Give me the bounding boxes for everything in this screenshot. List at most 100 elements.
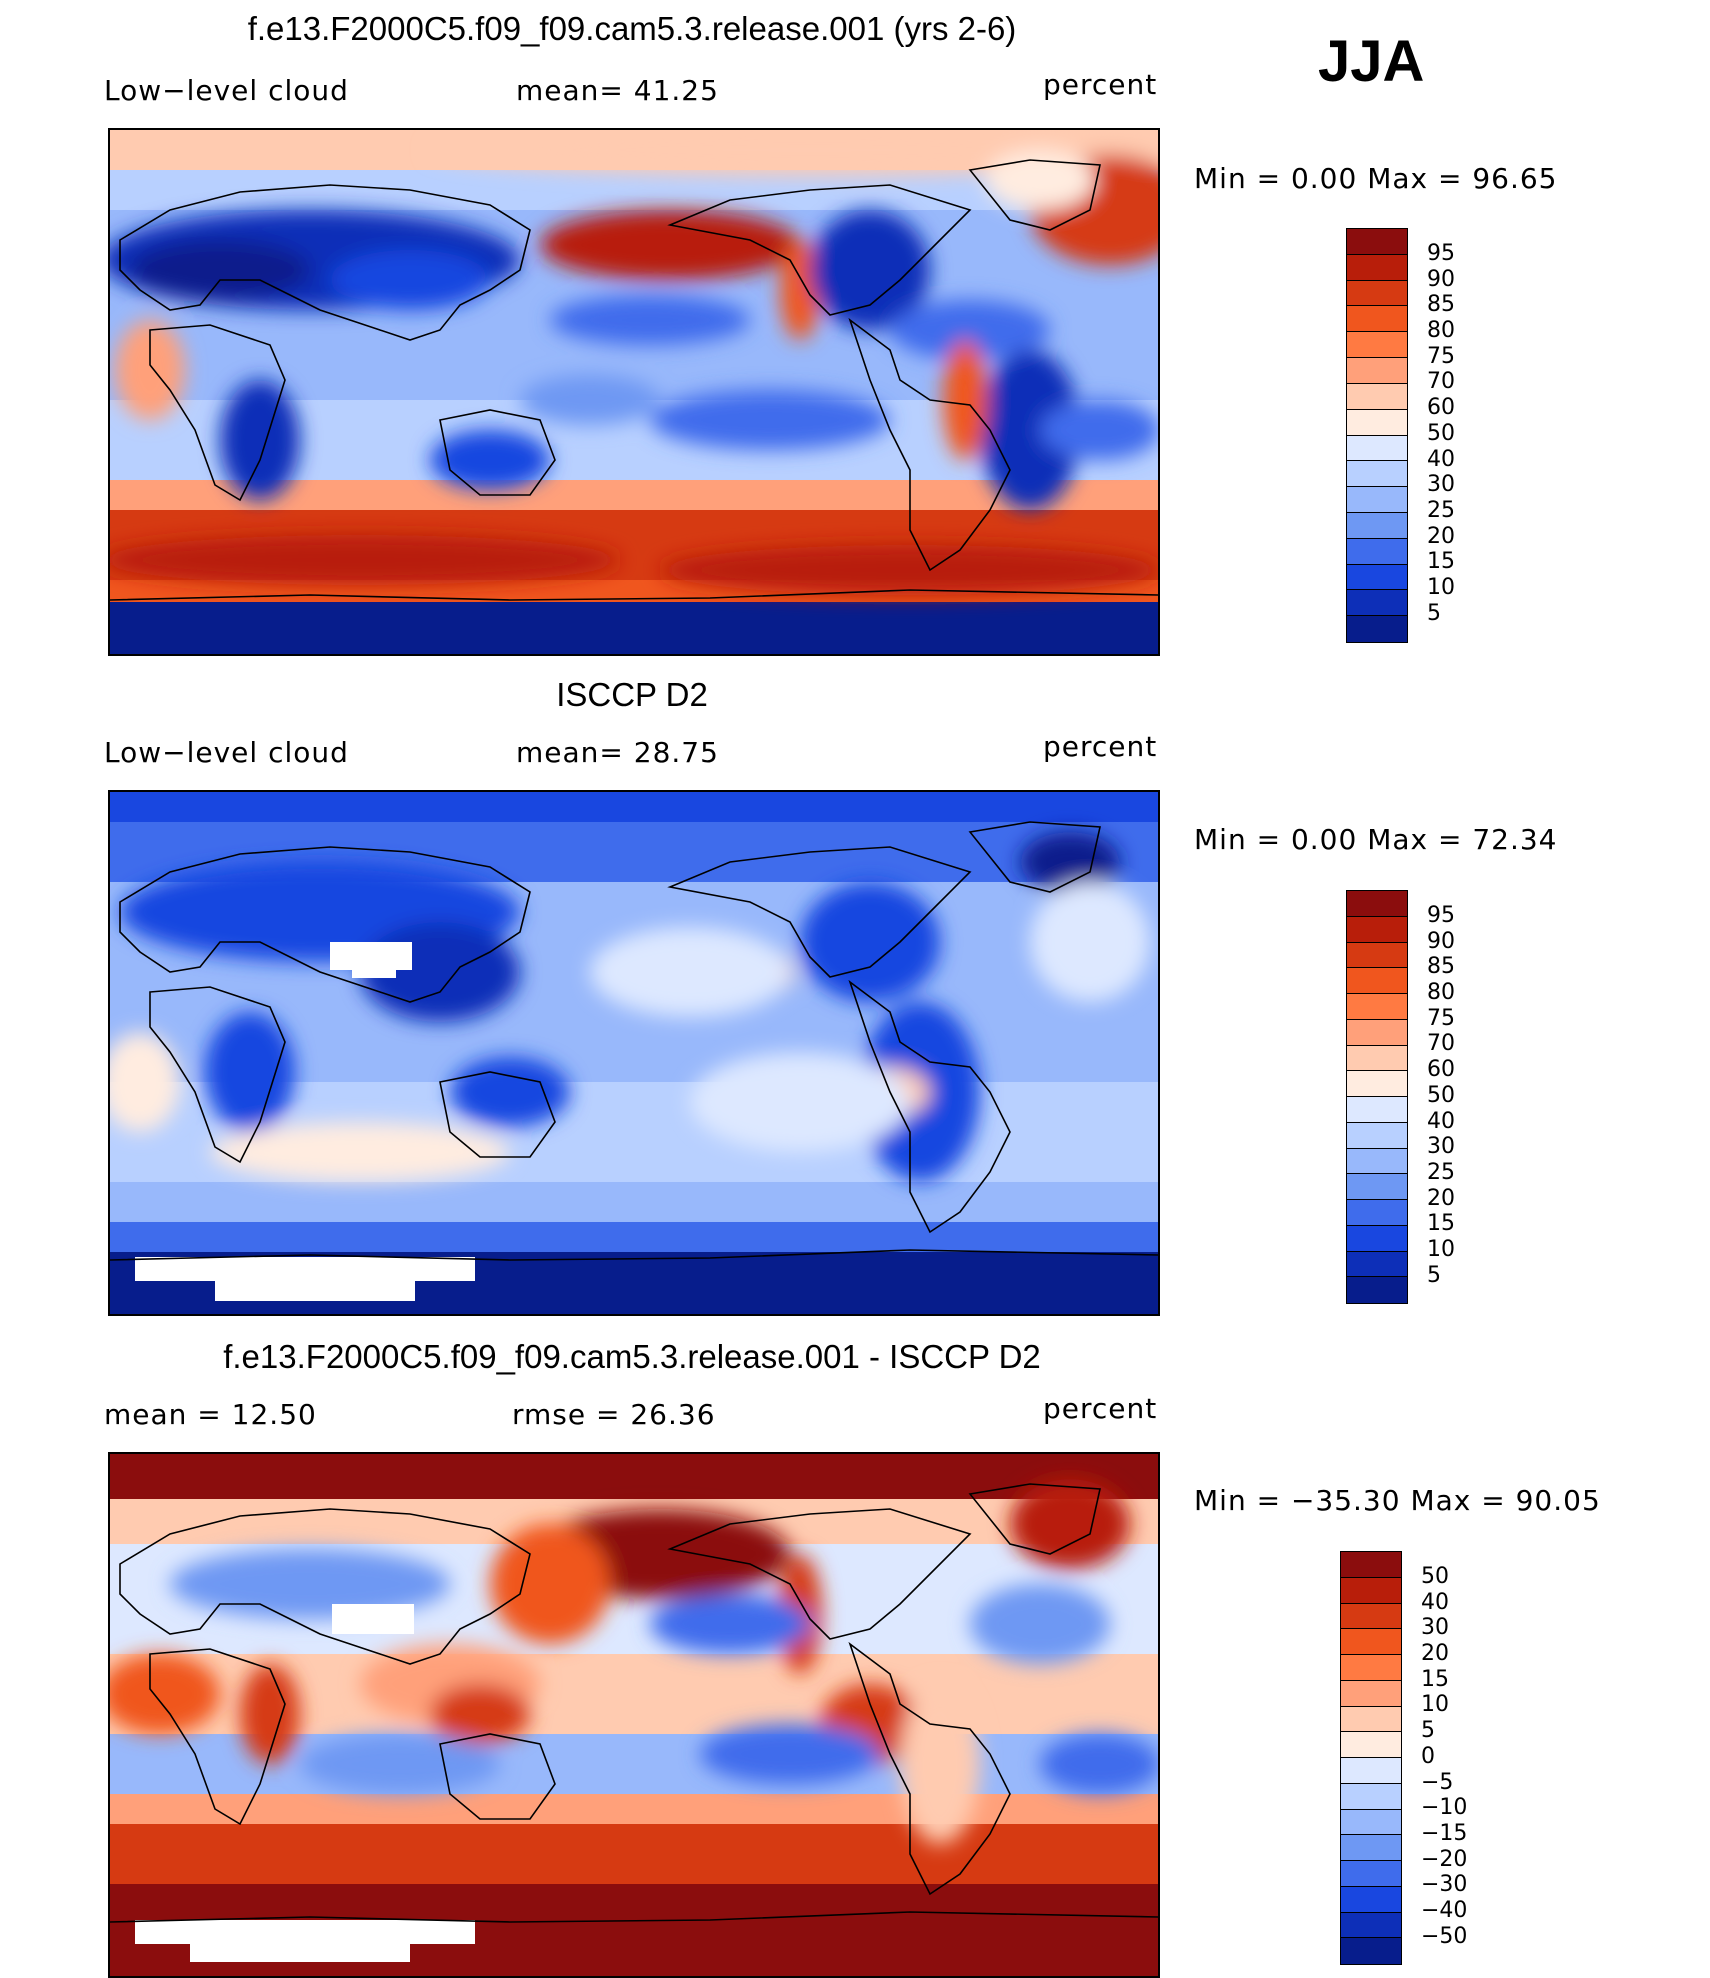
- panel-diff-colorbar: [1340, 1551, 1402, 1965]
- colorbar-segment: [1341, 1706, 1401, 1733]
- colorbar-tick-label: −40: [1421, 1897, 1468, 1923]
- colorbar-segment: [1347, 994, 1407, 1020]
- colorbar-tick-label: 50: [1421, 1564, 1449, 1589]
- colorbar-tick-label: 60: [1427, 1057, 1455, 1083]
- colorbar-tick-label: 0: [1421, 1743, 1435, 1769]
- colorbar-segment: [1347, 942, 1407, 969]
- colorbar-segment: [1347, 1019, 1407, 1046]
- colorbar-tick-label: −30: [1421, 1872, 1468, 1898]
- panel-obs-colorbar: [1346, 890, 1408, 1304]
- colorbar-tick-label: 15: [1427, 1211, 1455, 1237]
- colorbar-segment: [1341, 1732, 1401, 1758]
- panel-model-units-label: percent: [1043, 68, 1158, 101]
- colorbar-tick-label: 95: [1427, 903, 1455, 928]
- colorbar-segment: [1347, 1071, 1407, 1097]
- panel-diff-units-label: percent: [1043, 1392, 1158, 1425]
- colorbar-tick-label: 70: [1427, 1031, 1455, 1057]
- colorbar-segment: [1347, 280, 1407, 307]
- colorbar-segment: [1347, 1097, 1407, 1123]
- colorbar-segment: [1347, 358, 1407, 384]
- panel-diff-colorbar-labels: 50 40 30 20 15 10 5 0 −5 −10 −15 −20 −30 −40 −50: [1421, 1564, 1467, 1949]
- colorbar-segment: [1341, 1680, 1401, 1707]
- colorbar-tick-label: 75: [1427, 343, 1455, 369]
- colorbar-tick-label: 15: [1427, 549, 1455, 575]
- panel-diff-rmse-label: rmse = 26.36: [512, 1398, 716, 1431]
- colorbar-tick-label: 60: [1427, 395, 1455, 421]
- colorbar-tick-label: −20: [1421, 1846, 1468, 1872]
- colorbar-tick-label: 5: [1421, 1718, 1435, 1744]
- colorbar-tick-label: 40: [1427, 446, 1455, 472]
- colorbar-segment: [1347, 1200, 1407, 1226]
- colorbar-tick-label: 5: [1427, 1262, 1441, 1288]
- colorbar-segment: [1341, 1629, 1401, 1655]
- panel-diff-map: [108, 1452, 1160, 1978]
- colorbar-segment: [1347, 435, 1407, 462]
- colorbar-segment: [1347, 538, 1407, 565]
- panel-obs-units-label: percent: [1043, 730, 1158, 763]
- colorbar-segment: [1347, 891, 1407, 917]
- panel-model-map: [108, 128, 1160, 656]
- colorbar-tick-label: 30: [1427, 472, 1455, 498]
- colorbar-tick-label: 10: [1427, 574, 1455, 600]
- panel-obs-mean-label: mean= 28.75: [516, 736, 719, 769]
- colorbar-segment: [1347, 332, 1407, 359]
- colorbar-tick-label: 80: [1427, 980, 1455, 1006]
- colorbar-segment: [1341, 1577, 1401, 1604]
- colorbar-segment: [1347, 461, 1407, 488]
- colorbar-segment: [1347, 229, 1407, 255]
- panel-model-variable-label: Low−level cloud: [104, 74, 349, 107]
- colorbar-segment: [1341, 1912, 1401, 1939]
- colorbar-tick-label: 15: [1421, 1666, 1449, 1692]
- colorbar-tick-label: 80: [1427, 318, 1455, 344]
- colorbar-segment: [1341, 1861, 1401, 1887]
- colorbar-segment: [1347, 1045, 1407, 1072]
- colorbar-segment: [1347, 512, 1407, 539]
- colorbar-tick-label: 20: [1421, 1641, 1449, 1667]
- colorbar-segment: [1347, 616, 1407, 642]
- colorbar-tick-label: 50: [1427, 1082, 1455, 1108]
- colorbar-segment: [1341, 1886, 1401, 1913]
- colorbar-tick-label: 25: [1427, 1159, 1455, 1185]
- colorbar-segment: [1347, 590, 1407, 617]
- colorbar-tick-label: −10: [1421, 1795, 1468, 1821]
- colorbar-tick-label: 30: [1427, 1134, 1455, 1160]
- panel-diff-minmax: Min = −35.30 Max = 90.05: [1194, 1484, 1601, 1517]
- panel-model-minmax: Min = 0.00 Max = 96.65: [1194, 162, 1558, 195]
- colorbar-segment: [1347, 306, 1407, 333]
- colorbar-segment: [1347, 968, 1407, 994]
- colorbar-tick-label: 90: [1427, 928, 1455, 954]
- colorbar-tick-label: 70: [1427, 369, 1455, 395]
- panel-diff-mean-label: mean = 12.50: [104, 1398, 317, 1431]
- colorbar-tick-label: −15: [1421, 1820, 1468, 1846]
- colorbar-segment: [1347, 409, 1407, 436]
- colorbar-tick-label: 30: [1421, 1615, 1449, 1641]
- colorbar-segment: [1347, 487, 1407, 513]
- colorbar-segment: [1341, 1835, 1401, 1861]
- colorbar-tick-label: 75: [1427, 1005, 1455, 1031]
- colorbar-tick-label: 90: [1427, 266, 1455, 292]
- colorbar-tick-label: 10: [1421, 1692, 1449, 1718]
- colorbar-tick-label: 20: [1427, 523, 1455, 549]
- colorbar-tick-label: −5: [1421, 1769, 1454, 1795]
- colorbar-tick-label: 50: [1427, 420, 1455, 446]
- colorbar-segment: [1347, 1174, 1407, 1200]
- colorbar-tick-label: 85: [1427, 954, 1455, 980]
- colorbar-tick-label: 10: [1427, 1236, 1455, 1262]
- panel-diff-title: f.e13.F2000C5.f09_f09.cam5.3.release.001…: [223, 1338, 1041, 1375]
- colorbar-segment: [1347, 1277, 1407, 1303]
- panel-model-mean-label: mean= 41.25: [516, 74, 719, 107]
- colorbar-tick-label: 5: [1427, 600, 1441, 626]
- colorbar-tick-label: −50: [1421, 1923, 1468, 1949]
- season-label: JJA: [1318, 29, 1425, 94]
- colorbar-segment: [1347, 254, 1407, 281]
- colorbar-segment: [1347, 1251, 1407, 1278]
- panel-obs-variable-label: Low−level cloud: [104, 736, 349, 769]
- colorbar-segment: [1347, 1148, 1407, 1175]
- panel-obs-title: ISCCP D2: [556, 676, 708, 713]
- colorbar-tick-label: 85: [1427, 292, 1455, 318]
- colorbar-tick-label: 20: [1427, 1185, 1455, 1211]
- colorbar-segment: [1341, 1783, 1401, 1810]
- colorbar-segment: [1347, 1225, 1407, 1252]
- colorbar-tick-label: 95: [1427, 241, 1455, 266]
- panel-obs-map: [108, 790, 1160, 1316]
